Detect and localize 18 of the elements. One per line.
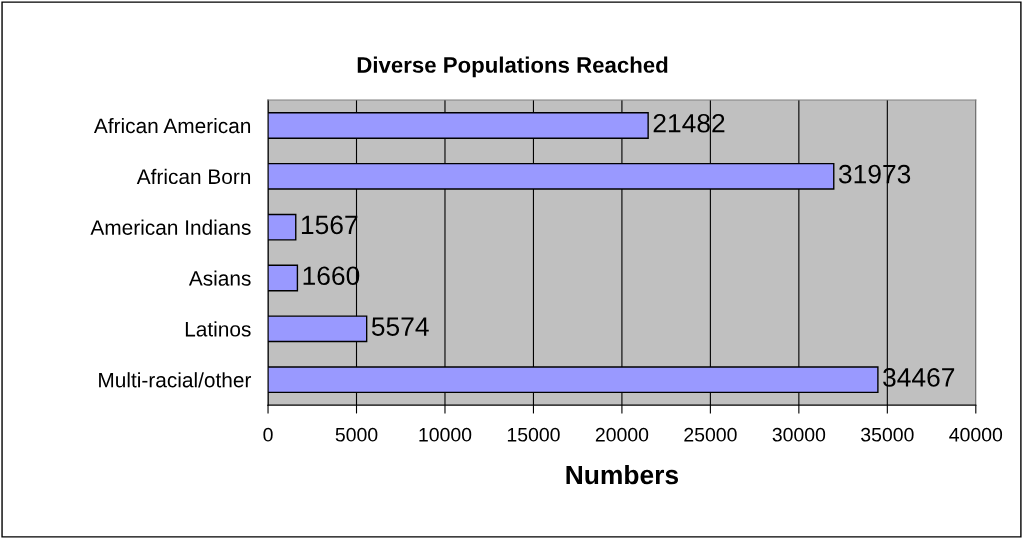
x-tick-label: 40000	[949, 427, 1003, 442]
chart-title: Diverse Populations Reached	[357, 56, 668, 78]
data-label: 5574	[371, 317, 429, 336]
x-tick-label: 0	[263, 427, 273, 442]
y-tick-label: Multi-racial/other	[99, 372, 252, 388]
x-tick-label: 30000	[772, 427, 826, 442]
x-tick-label: 35000	[861, 427, 914, 442]
x-tick-label: 20000	[595, 427, 649, 442]
x-tick-label: 10000	[419, 427, 472, 442]
x-tick-label: 15000	[507, 427, 560, 442]
y-tick-label: Asians	[188, 270, 251, 286]
y-tick-label: African Born	[136, 168, 251, 185]
y-tick-label: African American	[93, 117, 251, 134]
x-axis-title: Numbers	[566, 464, 679, 485]
y-tick-label: Latinos	[185, 321, 251, 337]
x-tick-label: 5000	[335, 427, 378, 442]
y-tick-label: American Indians	[90, 219, 251, 235]
x-tick-label: 25000	[684, 427, 737, 442]
